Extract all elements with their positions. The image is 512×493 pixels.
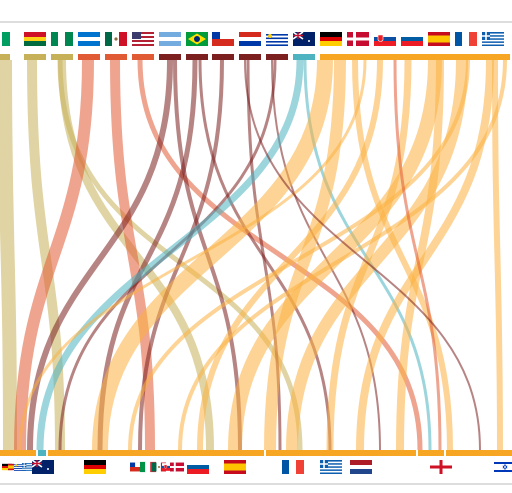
flag: [212, 32, 234, 46]
flow: [356, 59, 494, 451]
flag: [84, 460, 106, 474]
flag: [494, 460, 512, 474]
flow: [228, 59, 442, 451]
bar: [38, 450, 46, 456]
bar: [320, 54, 510, 60]
flag: [32, 460, 54, 474]
flow: [286, 59, 468, 451]
flow: [197, 59, 383, 451]
flag: [105, 32, 127, 46]
flow: [0, 59, 17, 451]
flag: [482, 32, 504, 46]
bar: [293, 54, 315, 60]
flag: [51, 32, 73, 46]
flow: [178, 59, 507, 451]
bar: [239, 54, 261, 60]
flag: [78, 32, 100, 46]
bar: [51, 54, 73, 60]
bar: [159, 54, 181, 60]
flow: [92, 59, 333, 451]
flow: [492, 59, 503, 451]
flow: [393, 59, 442, 451]
flag: [347, 32, 369, 46]
bottom-bars: [0, 450, 512, 456]
bar: [0, 54, 10, 60]
bar: [48, 450, 264, 456]
flag: [428, 32, 450, 46]
flag: [24, 32, 46, 46]
flow: [18, 59, 367, 451]
flag: [186, 32, 208, 46]
bar: [186, 54, 208, 60]
flow: [244, 59, 481, 451]
flow: [36, 59, 304, 451]
flag: [455, 32, 477, 46]
flow: [326, 59, 412, 451]
flow: [14, 59, 94, 451]
bar: [105, 54, 127, 60]
flag: [293, 32, 315, 46]
flow: [396, 59, 444, 451]
bar: [266, 450, 416, 456]
bar: [446, 450, 512, 456]
flag: [430, 460, 452, 474]
top-flags: [0, 32, 504, 46]
flag: [132, 32, 154, 46]
bar: [212, 54, 234, 60]
flow: [264, 59, 346, 451]
flag: [374, 32, 396, 46]
flow: [27, 59, 65, 451]
flag: [187, 460, 209, 474]
flag: [224, 460, 246, 474]
flag: [170, 462, 184, 472]
flow: [138, 59, 224, 451]
bar: [78, 54, 100, 60]
bar: [418, 450, 444, 456]
top-bars: [0, 54, 510, 60]
flag: [350, 460, 372, 474]
bar: [24, 54, 46, 60]
flag: [239, 32, 261, 46]
flag: [401, 32, 423, 46]
bar: [266, 54, 288, 60]
bar: [0, 450, 36, 456]
bar: [132, 54, 154, 60]
flow: [352, 59, 453, 451]
bottom-flags: [2, 460, 512, 474]
flag: [266, 32, 288, 46]
flag: [159, 32, 181, 46]
flag: [320, 460, 342, 474]
flag: [0, 32, 10, 46]
flag: [282, 460, 304, 474]
flag: [320, 32, 342, 46]
flows: [0, 59, 507, 451]
flow: [128, 59, 470, 451]
